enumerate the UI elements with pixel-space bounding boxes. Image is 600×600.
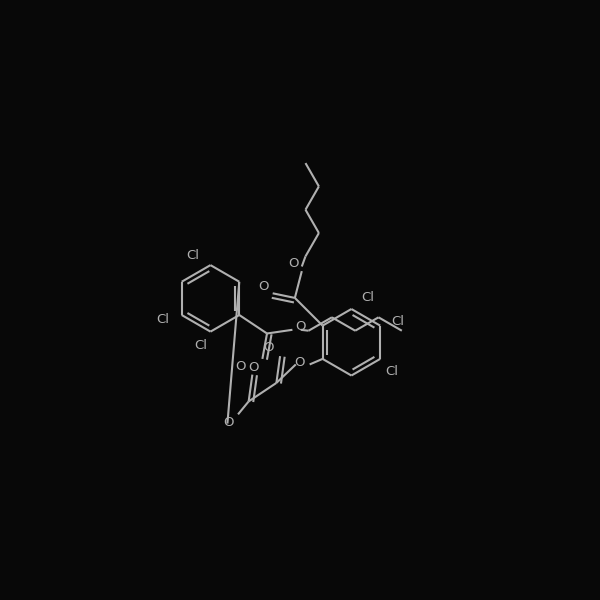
Text: Cl: Cl bbox=[195, 339, 208, 352]
Text: O: O bbox=[248, 361, 259, 374]
Text: O: O bbox=[236, 360, 246, 373]
Text: Cl: Cl bbox=[385, 365, 398, 379]
Text: O: O bbox=[224, 416, 234, 429]
Text: O: O bbox=[288, 257, 299, 270]
Text: O: O bbox=[295, 320, 306, 332]
Text: Cl: Cl bbox=[361, 291, 374, 304]
Text: Cl: Cl bbox=[187, 250, 199, 262]
Text: O: O bbox=[263, 341, 274, 355]
Text: Cl: Cl bbox=[156, 313, 169, 326]
Text: O: O bbox=[294, 356, 305, 368]
Text: Cl: Cl bbox=[391, 314, 404, 328]
Text: O: O bbox=[258, 280, 269, 293]
